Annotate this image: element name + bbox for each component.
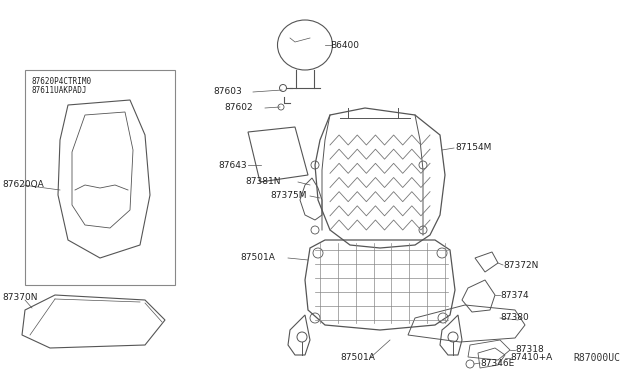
Text: 87643: 87643	[218, 160, 246, 170]
Text: 87374: 87374	[500, 291, 529, 299]
Text: 87611UAKPADJ: 87611UAKPADJ	[32, 86, 88, 95]
Text: 87501A: 87501A	[340, 353, 375, 362]
Bar	[25, 70, 175, 285]
Text: 87154M: 87154M	[455, 144, 492, 153]
Text: 87370N: 87370N	[2, 294, 38, 302]
Text: 87381N: 87381N	[245, 177, 280, 186]
Text: 87602: 87602	[224, 103, 253, 112]
Text: 87372N: 87372N	[503, 260, 538, 269]
Text: 87380: 87380	[500, 314, 529, 323]
Text: 87410+A: 87410+A	[510, 353, 552, 362]
Text: R87000UC: R87000UC	[573, 353, 620, 363]
Text: 87375M: 87375M	[270, 192, 307, 201]
Text: 87620QA: 87620QA	[2, 180, 44, 189]
Text: 87318: 87318	[515, 346, 544, 355]
Text: 87603: 87603	[213, 87, 242, 96]
Text: 87346E: 87346E	[480, 359, 515, 368]
Text: 87501A: 87501A	[240, 253, 275, 263]
Text: 87620P4CTRIM0: 87620P4CTRIM0	[32, 77, 92, 86]
Text: B6400: B6400	[330, 41, 359, 49]
